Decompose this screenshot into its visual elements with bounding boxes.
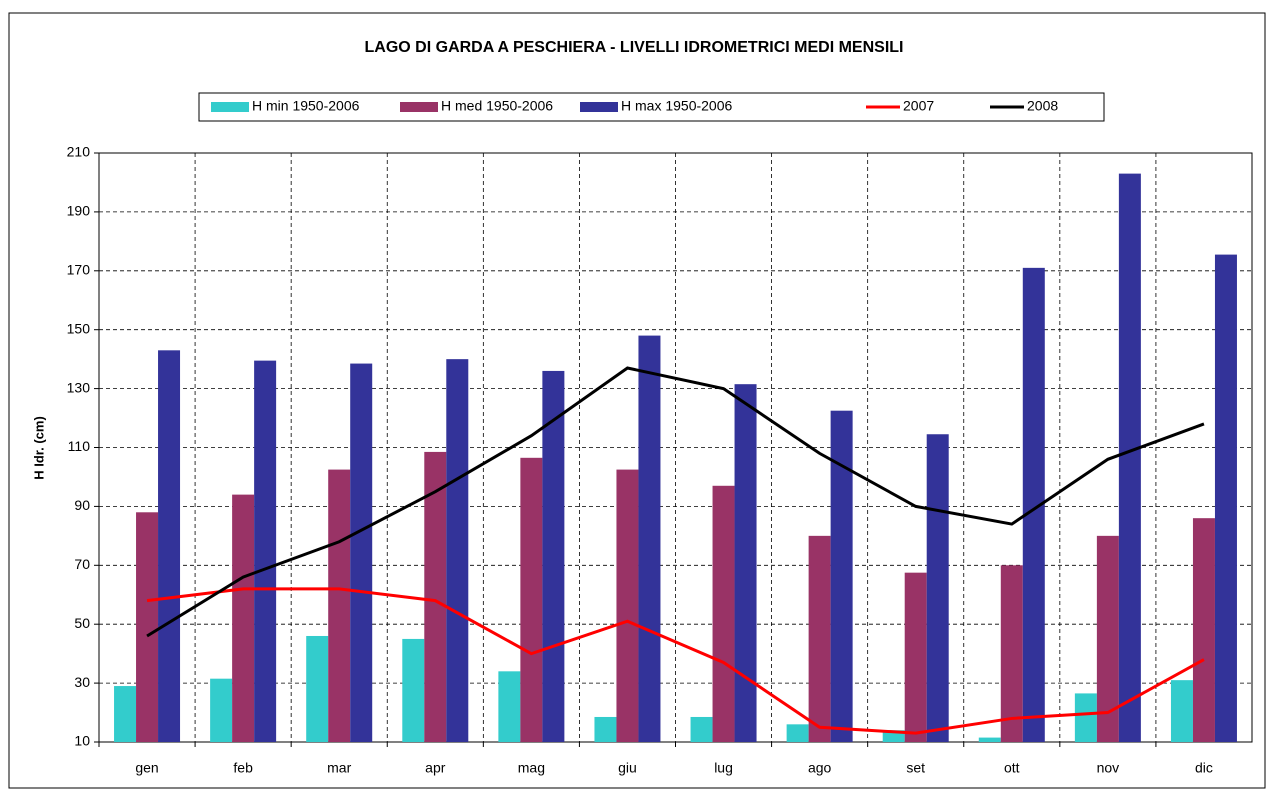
- x-tick-label: mag: [518, 760, 545, 776]
- bar: [446, 359, 469, 742]
- x-tick-label: lug: [714, 760, 733, 776]
- x-tick-label: dic: [1195, 760, 1213, 776]
- y-tick-label: 90: [74, 497, 90, 513]
- y-tick-label: 170: [67, 262, 91, 278]
- bar: [254, 360, 277, 742]
- bar: [1022, 267, 1045, 742]
- y-tick-label: 30: [74, 674, 90, 690]
- legend-label: 2008: [1027, 98, 1058, 114]
- bar: [978, 737, 1001, 742]
- bar: [328, 469, 351, 742]
- legend-swatch: [400, 102, 438, 112]
- bar: [114, 686, 137, 742]
- bar: [1096, 535, 1119, 742]
- bar: [1192, 518, 1215, 742]
- y-tick-label: 130: [67, 379, 91, 395]
- bar: [712, 485, 735, 742]
- bar: [1170, 680, 1193, 742]
- bar: [402, 638, 425, 742]
- bar: [158, 350, 181, 742]
- bar: [232, 494, 255, 742]
- bar: [1118, 173, 1141, 743]
- x-tick-label: ago: [808, 760, 832, 776]
- y-tick-label: 110: [68, 438, 91, 454]
- line: [146, 587, 1205, 735]
- x-tick-label: feb: [233, 760, 253, 776]
- bar: [520, 457, 543, 742]
- bar: [1000, 565, 1023, 742]
- y-tick-label: 10: [74, 733, 90, 749]
- bar: [1214, 254, 1237, 743]
- x-tick-label: mar: [327, 760, 351, 776]
- bar: [306, 635, 329, 742]
- y-tick-label: 210: [67, 144, 91, 160]
- y-tick-label: 70: [74, 556, 90, 572]
- bar: [594, 716, 617, 742]
- bar: [424, 451, 447, 742]
- y-tick-label: 190: [67, 203, 91, 219]
- bar: [690, 716, 713, 742]
- line: [146, 366, 1205, 638]
- y-axis-label: H Idr. (cm): [31, 416, 46, 480]
- x-tick-label: ott: [1004, 760, 1020, 776]
- bar: [210, 678, 233, 742]
- bar: [734, 384, 757, 742]
- bar: [904, 572, 927, 742]
- legend-swatch: [580, 102, 618, 112]
- bar: [136, 512, 159, 742]
- bar: [808, 535, 831, 742]
- bar: [926, 434, 949, 742]
- y-tick-label: 150: [67, 320, 91, 336]
- x-tick-label: set: [906, 760, 925, 776]
- bar: [350, 363, 373, 742]
- legend-swatch: [211, 102, 249, 112]
- legend-label: H med 1950-2006: [441, 98, 553, 114]
- y-tick-label: 50: [74, 615, 90, 631]
- x-tick-label: nov: [1097, 760, 1120, 776]
- bar: [882, 730, 905, 742]
- bar: [786, 724, 809, 742]
- chart-title: LAGO DI GARDA A PESCHIERA - LIVELLI IDRO…: [365, 39, 904, 56]
- bar: [830, 410, 853, 742]
- legend: [198, 92, 1105, 122]
- legend-label: H max 1950-2006: [621, 98, 733, 114]
- x-tick-label: gen: [135, 760, 158, 776]
- bar: [616, 469, 639, 742]
- legend-label: 2007: [903, 98, 934, 114]
- bar: [498, 671, 521, 742]
- bar: [1074, 693, 1097, 742]
- bar: [638, 335, 661, 742]
- x-tick-label: apr: [425, 760, 446, 776]
- legend-label: H min 1950-2006: [252, 98, 360, 114]
- x-tick-label: giu: [618, 760, 637, 776]
